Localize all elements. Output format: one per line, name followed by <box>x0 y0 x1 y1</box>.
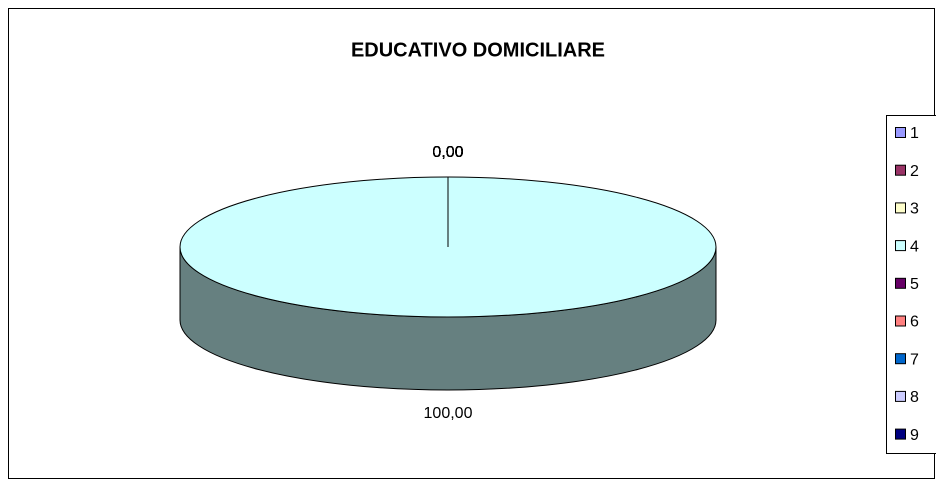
legend-label: 5 <box>910 276 919 293</box>
data-label: 0,00 <box>432 144 463 161</box>
data-label: 0,00 <box>432 144 463 161</box>
legend-label: 1 <box>910 125 919 142</box>
legend-label: 7 <box>910 351 919 368</box>
legend-swatch <box>895 428 906 440</box>
data-label: 0,00 <box>432 144 463 161</box>
legend-swatch <box>895 164 906 176</box>
legend-label: 2 <box>910 163 919 180</box>
legend-swatch <box>895 240 906 252</box>
chart-title: EDUCATIVO DOMICILIARE <box>351 39 605 61</box>
legend-label: 4 <box>910 238 919 255</box>
legend-label: 8 <box>910 389 919 406</box>
legend-swatch <box>895 315 906 327</box>
legend-swatch <box>895 277 906 289</box>
legend-box <box>886 115 936 454</box>
data-label: 0,00 <box>432 144 463 161</box>
legend-label: 9 <box>910 427 919 444</box>
legend-swatch <box>895 353 906 365</box>
legend-swatch <box>895 127 906 138</box>
legend-swatch <box>895 202 906 214</box>
data-label: 0,00 <box>432 144 463 161</box>
data-label: 0,00 <box>432 144 463 161</box>
data-label: 0,00 <box>432 144 463 161</box>
legend-swatch <box>895 390 906 402</box>
data-label: 0,00 <box>432 144 463 161</box>
data-label: 100,00 <box>424 405 473 422</box>
legend-label: 6 <box>910 314 919 331</box>
legend-label: 3 <box>910 201 919 218</box>
